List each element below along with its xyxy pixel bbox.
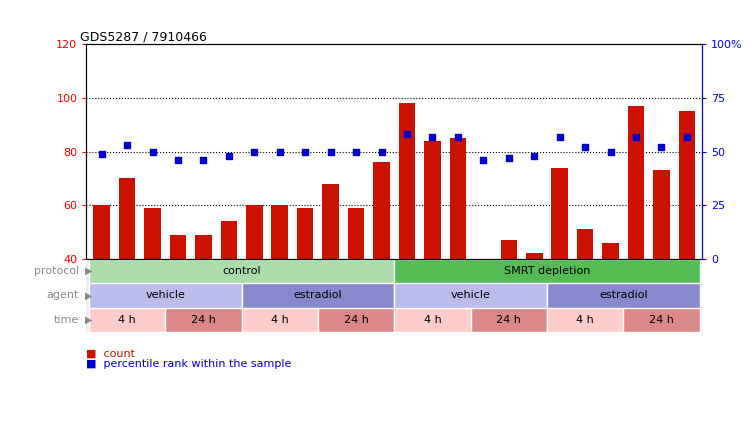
Point bbox=[299, 148, 311, 155]
Text: vehicle: vehicle bbox=[451, 290, 490, 300]
Bar bbox=[394, 283, 547, 308]
Point bbox=[579, 144, 591, 151]
Bar bbox=[551, 168, 568, 258]
Text: vehicle: vehicle bbox=[145, 290, 185, 300]
Text: SMRT depletion: SMRT depletion bbox=[504, 266, 590, 276]
Bar bbox=[144, 208, 161, 258]
Text: agent: agent bbox=[47, 290, 79, 300]
Point bbox=[324, 148, 336, 155]
Bar bbox=[679, 111, 695, 258]
Text: ■  count: ■ count bbox=[86, 348, 135, 358]
Bar bbox=[475, 258, 492, 272]
Bar bbox=[170, 234, 186, 258]
Bar bbox=[165, 308, 242, 332]
Bar bbox=[394, 308, 471, 332]
Point bbox=[146, 148, 158, 155]
Bar bbox=[424, 141, 441, 258]
Text: 4 h: 4 h bbox=[271, 315, 288, 325]
Bar bbox=[500, 240, 517, 258]
Bar bbox=[577, 229, 593, 258]
Point bbox=[350, 148, 362, 155]
Point bbox=[427, 133, 439, 140]
Text: 24 h: 24 h bbox=[649, 315, 674, 325]
Bar bbox=[450, 138, 466, 258]
Text: 24 h: 24 h bbox=[191, 315, 216, 325]
Point bbox=[249, 148, 261, 155]
Point bbox=[401, 131, 413, 138]
Bar bbox=[628, 106, 644, 258]
Point bbox=[121, 142, 133, 148]
Text: ■  percentile rank within the sample: ■ percentile rank within the sample bbox=[86, 359, 291, 369]
Point bbox=[605, 148, 617, 155]
Text: protocol: protocol bbox=[34, 266, 79, 276]
Text: ▶: ▶ bbox=[85, 266, 92, 276]
Bar bbox=[394, 258, 700, 283]
Bar bbox=[318, 308, 394, 332]
Point bbox=[376, 148, 388, 155]
Bar bbox=[526, 253, 542, 258]
Text: 24 h: 24 h bbox=[344, 315, 369, 325]
Bar bbox=[348, 208, 364, 258]
Text: time: time bbox=[53, 315, 79, 325]
Bar bbox=[89, 283, 242, 308]
Bar bbox=[221, 221, 237, 258]
Text: estradiol: estradiol bbox=[599, 290, 647, 300]
Text: GDS5287 / 7910466: GDS5287 / 7910466 bbox=[80, 30, 207, 43]
Point bbox=[95, 150, 107, 157]
Bar bbox=[602, 242, 619, 258]
Bar bbox=[623, 308, 700, 332]
Bar bbox=[195, 234, 212, 258]
Bar bbox=[93, 205, 110, 258]
Bar bbox=[119, 178, 135, 258]
Text: 4 h: 4 h bbox=[576, 315, 594, 325]
Point bbox=[502, 154, 514, 161]
Text: 4 h: 4 h bbox=[424, 315, 442, 325]
Bar bbox=[246, 205, 263, 258]
Point bbox=[198, 157, 210, 163]
Text: estradiol: estradiol bbox=[294, 290, 342, 300]
Point bbox=[478, 157, 490, 163]
Point bbox=[528, 152, 540, 159]
Bar bbox=[89, 258, 394, 283]
Point bbox=[172, 157, 184, 163]
Point bbox=[223, 152, 235, 159]
Point bbox=[274, 148, 286, 155]
Bar bbox=[242, 308, 318, 332]
Text: ▶: ▶ bbox=[85, 315, 92, 325]
Bar bbox=[471, 308, 547, 332]
Text: ▶: ▶ bbox=[85, 290, 92, 300]
Text: 4 h: 4 h bbox=[118, 315, 136, 325]
Point bbox=[656, 144, 668, 151]
Bar bbox=[547, 308, 623, 332]
Bar bbox=[297, 208, 313, 258]
Bar bbox=[653, 170, 670, 258]
Text: 24 h: 24 h bbox=[496, 315, 521, 325]
Text: control: control bbox=[222, 266, 261, 276]
Point bbox=[553, 133, 566, 140]
Point bbox=[681, 133, 693, 140]
Bar bbox=[272, 205, 288, 258]
Bar bbox=[322, 184, 339, 258]
Bar bbox=[89, 308, 165, 332]
Bar bbox=[373, 162, 390, 258]
Bar bbox=[547, 283, 700, 308]
Point bbox=[630, 133, 642, 140]
Bar bbox=[399, 103, 415, 258]
Point bbox=[452, 133, 464, 140]
Bar bbox=[242, 283, 394, 308]
